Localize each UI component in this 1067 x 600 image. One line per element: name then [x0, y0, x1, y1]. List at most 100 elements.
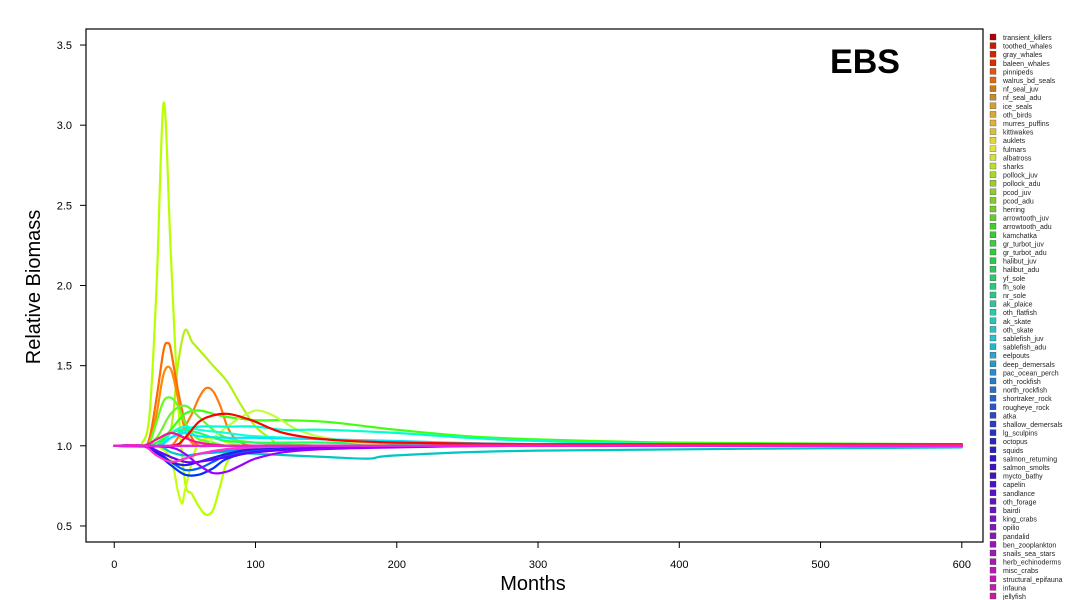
legend-swatch — [989, 68, 997, 75]
legend-entry: herb_echinoderms — [1003, 560, 1061, 567]
legend-entry: halibut_adu — [1003, 267, 1039, 274]
legend-entry: oth_flatfish — [1003, 310, 1037, 317]
x-axis: 0 100 200 300 400 500 600 — [111, 542, 971, 571]
legend-swatch — [989, 102, 997, 109]
legend-swatch — [989, 197, 997, 204]
x-tick-label: 0 — [111, 559, 117, 571]
legend-swatch — [989, 541, 997, 548]
legend-entry: eelpouts — [1003, 353, 1030, 360]
legend-entry: salmon_returning — [1003, 456, 1057, 463]
legend-swatch — [989, 489, 997, 496]
legend-entry: pcod_adu — [1003, 198, 1034, 205]
legend-swatch — [989, 274, 997, 281]
legend-swatch — [989, 377, 997, 385]
legend-swatch — [989, 154, 997, 161]
legend-entry: octopus — [1003, 439, 1028, 446]
legend-swatch — [989, 94, 997, 101]
legend-swatch — [989, 33, 997, 41]
legend-swatch — [989, 231, 997, 238]
legend-entry: transient_killers — [1003, 35, 1052, 42]
legend-entry: fh_sole — [1003, 284, 1026, 291]
series-line-murres_puffins — [113, 328, 963, 449]
y-tick-label: 1.0 — [57, 441, 72, 453]
legend-swatch — [989, 506, 997, 514]
legend-entry: shortraker_rock — [1003, 396, 1052, 403]
legend-entry: pcod_juv — [1003, 190, 1032, 197]
legend-entry: pollock_juv — [1003, 173, 1038, 180]
legend-entry: infauna — [1003, 585, 1026, 592]
legend-swatch — [989, 412, 997, 419]
x-tick-label: 100 — [246, 559, 264, 571]
legend-swatch — [989, 188, 997, 195]
legend-entry: ben_zooplankton — [1003, 542, 1056, 549]
legend-entry: deep_demersals — [1003, 362, 1055, 369]
legend-entry: arrowtooth_juv — [1003, 216, 1049, 223]
legend-swatch — [989, 369, 997, 376]
legend-swatch — [989, 85, 997, 92]
x-tick-label: 500 — [811, 559, 829, 571]
legend-entry: squids — [1003, 448, 1024, 455]
y-tick-label: 0.5 — [57, 521, 72, 533]
legend-swatch — [989, 472, 997, 479]
legend-swatch — [989, 592, 997, 600]
legend-swatch — [989, 438, 997, 445]
legend-entry: snails_sea_stars — [1003, 551, 1056, 558]
legend-entry: albatross — [1003, 155, 1032, 162]
y-tick-label: 3.0 — [57, 120, 72, 132]
legend-swatch — [989, 205, 997, 213]
legend-entry: pac_ocean_perch — [1003, 370, 1059, 377]
legend-swatch — [989, 584, 997, 591]
legend-swatch — [989, 386, 997, 393]
legend: transient_killers toothed_whalesgray_whal… — [989, 33, 1063, 600]
y-tick-label: 2.0 — [57, 281, 72, 293]
legend-entry: walrus_bd_seals — [1002, 78, 1056, 85]
legend-entry: bairdi — [1003, 508, 1021, 515]
legend-entry: king_crabs — [1003, 517, 1037, 524]
legend-swatch — [989, 498, 997, 505]
legend-swatch — [989, 42, 997, 49]
legend-entry: structural_epifauna — [1003, 577, 1063, 584]
legend-entry: arrowtooth_adu — [1003, 224, 1052, 231]
legend-swatch — [989, 403, 997, 410]
y-tick-label: 3.5 — [57, 40, 72, 52]
y-axis: 0.5 1.0 1.5 2.0 2.5 3.0 3.5 — [57, 40, 86, 533]
x-tick-label: 600 — [953, 559, 971, 571]
legend-swatch — [989, 558, 997, 565]
legend-entry: herring — [1003, 207, 1025, 214]
legend-entry: opilio — [1003, 525, 1019, 532]
legend-swatch — [989, 180, 997, 187]
legend-entry: gr_turbot_juv — [1003, 241, 1044, 248]
legend-swatch — [989, 248, 997, 256]
legend-entry: oth_skate — [1003, 327, 1033, 334]
legend-swatch — [989, 59, 997, 66]
legend-entry: oth_birds — [1003, 112, 1032, 119]
legend-entry: nr_sole — [1003, 293, 1026, 300]
legend-entry: sablefish_adu — [1003, 345, 1046, 352]
legend-entry: oth_rockfish — [1003, 379, 1041, 386]
legend-swatch — [989, 266, 997, 273]
legend-swatch — [989, 420, 997, 428]
x-tick-label: 300 — [529, 559, 547, 571]
legend-swatch — [989, 309, 997, 316]
legend-swatch — [989, 549, 997, 557]
legend-swatch — [989, 291, 997, 299]
legend-entry: nf_seal_juv — [1003, 87, 1039, 94]
legend-entry: fulmars — [1003, 147, 1026, 154]
legend-entry: gray_whales — [1003, 52, 1043, 59]
series-line-sablefish_adu — [113, 444, 963, 460]
chart-title: EBS — [830, 43, 900, 81]
legend-entry: sharks — [1003, 164, 1024, 171]
legend-swatch — [989, 240, 997, 247]
legend-swatch — [989, 532, 997, 539]
legend-entry: lg_sculpins — [1003, 431, 1038, 438]
legend-swatch — [989, 223, 997, 230]
legend-swatch — [989, 455, 997, 462]
legend-swatch — [989, 137, 997, 144]
legend-entry: yf_sole — [1003, 276, 1025, 283]
plot-frame — [85, 28, 984, 543]
y-axis-label: Relative Biomass — [23, 210, 45, 365]
legend-swatch — [989, 111, 997, 118]
legend-swatch — [989, 119, 997, 127]
legend-swatch — [989, 283, 997, 290]
series-lines — [113, 101, 963, 516]
